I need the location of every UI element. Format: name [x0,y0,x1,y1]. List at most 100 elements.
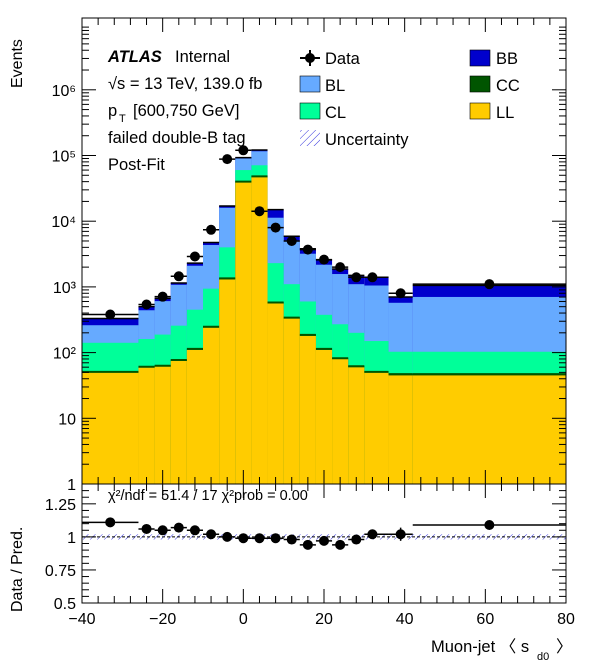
chi2-annotation: χ²/ndf = 51.4 / 17 χ²prob = 0.00 [108,488,308,504]
energy-lumi-label: √s = 13 TeV, 139.0 fb [108,75,262,93]
legend-item-uncertainty: Uncertainty [300,130,409,149]
stack-bar-ll [332,358,349,484]
data-point [335,262,346,273]
x-tick-label: −20 [149,611,176,628]
stack-bar-ll [299,335,316,484]
ratio-point [319,535,329,546]
legend-label-uncertainty: Uncertainty [325,131,409,149]
x-axis-title: Muon-jet 〈 s d0 〉 [431,637,573,663]
stack-bar-ll [283,318,300,484]
ratio-point [222,531,233,542]
stack-bar-ll [235,181,252,484]
data-point [222,154,233,165]
data-point [302,244,313,255]
stack-bar-ll [154,366,171,484]
pt-subscript: T [119,113,126,125]
legend-swatch-cl [299,102,321,120]
legend-item-cl: CL [299,102,346,122]
pt-label: p [108,102,117,120]
stack-bar-ll [82,372,139,484]
legend-item-bb: BB [469,49,518,68]
data-point [395,288,406,299]
stack-bar-ll [203,327,220,484]
x-tick-label: 40 [396,611,414,628]
stack-bar-ll [388,375,413,484]
x-axis-label: Muon-jet 〈 s [431,637,529,656]
legend-label-bb: BB [496,50,518,68]
data-point [351,272,362,283]
legend-swatch-bl [299,75,321,93]
ratio-y-tick-label: 1.25 [45,497,76,514]
ratio-point [302,539,313,550]
stack-bar-ll [348,367,365,484]
ratio-y-tick-label: 0.75 [45,563,76,580]
stack-bar-ll [170,360,187,484]
legend-swatch-cc [469,75,491,93]
stack-bar-ll [364,372,389,484]
x-tick-label: 60 [476,611,494,628]
data-point [238,145,249,156]
main-y-label: Events [9,39,26,88]
ratio-point [484,519,495,530]
ratio-y-tick-label: 0.5 [54,596,76,613]
stack-bar-ll [251,176,268,484]
data-point [367,272,378,283]
x-tick-label: 80 [557,611,575,628]
ratio-x-axis: −40 −20 0 20 40 60 80 [68,484,575,628]
ratio-points [82,517,566,550]
ratio-point [206,529,217,540]
y-tick-label: 10⁵ [52,149,76,166]
stack-bar-ll [219,279,236,484]
data-point [141,299,152,310]
ratio-point [367,529,378,540]
data-point [189,251,200,262]
legend-swatch-bb [469,49,491,67]
y-tick-label: 1 [67,477,76,494]
legend-label-bl: BL [325,77,345,95]
ratio-point [105,517,116,528]
atlas-label-block: ATLAS Internal √s = 13 TeV, 139.0 fb p T… [107,48,262,174]
data-point [157,291,168,302]
data-points [82,145,566,320]
legend-item-ll: LL [469,102,514,122]
tag-label: failed double-B tag [108,129,246,147]
legend-label-data: Data [325,50,361,68]
ratio-point [351,534,362,545]
legend: Data BL CL Uncertainty BB CC LL [299,49,520,149]
legend-label-cc: CC [496,77,520,95]
y-tick-label: 10² [53,346,77,363]
legend-item-cc: CC [469,75,520,95]
ratio-point [189,525,200,536]
pt-range-label: [600,750 GeV] [133,102,239,120]
data-point [254,206,265,217]
atlas-label: ATLAS [107,48,162,66]
legend-item-data: Data [300,50,361,68]
legend-swatch-ll [469,102,491,120]
x-axis-label-subscript: d0 [537,651,549,663]
data-point [173,271,184,282]
y-tick-label: 10⁶ [52,83,76,100]
ratio-point [238,533,249,544]
ratio-point [270,533,281,544]
stack-bar-ll [138,367,155,484]
ratio-point [141,523,152,534]
legend-data-marker [305,53,315,63]
stack-bar-ll [315,349,333,484]
data-point [206,224,217,235]
data-point [484,279,495,290]
y-tick-label: 10 [58,411,76,428]
main-x-ticks [81,18,567,484]
legend-label-ll: LL [496,104,514,122]
main-y-axis: 1 10 10² 10³ 10⁴ 10⁵ 10⁶ [51,26,566,494]
ratio-point [157,525,168,536]
data-point [270,222,281,233]
stack-bar-ll [412,375,566,484]
ratio-point [335,539,346,550]
x-axis-label-close: 〉 [556,637,573,656]
legend-label-cl: CL [325,104,346,122]
ratio-y-label: Data / Pred. [9,527,26,612]
y-tick-label: 10³ [53,280,77,297]
x-tick-label: −40 [68,611,95,628]
internal-label: Internal [175,48,230,66]
